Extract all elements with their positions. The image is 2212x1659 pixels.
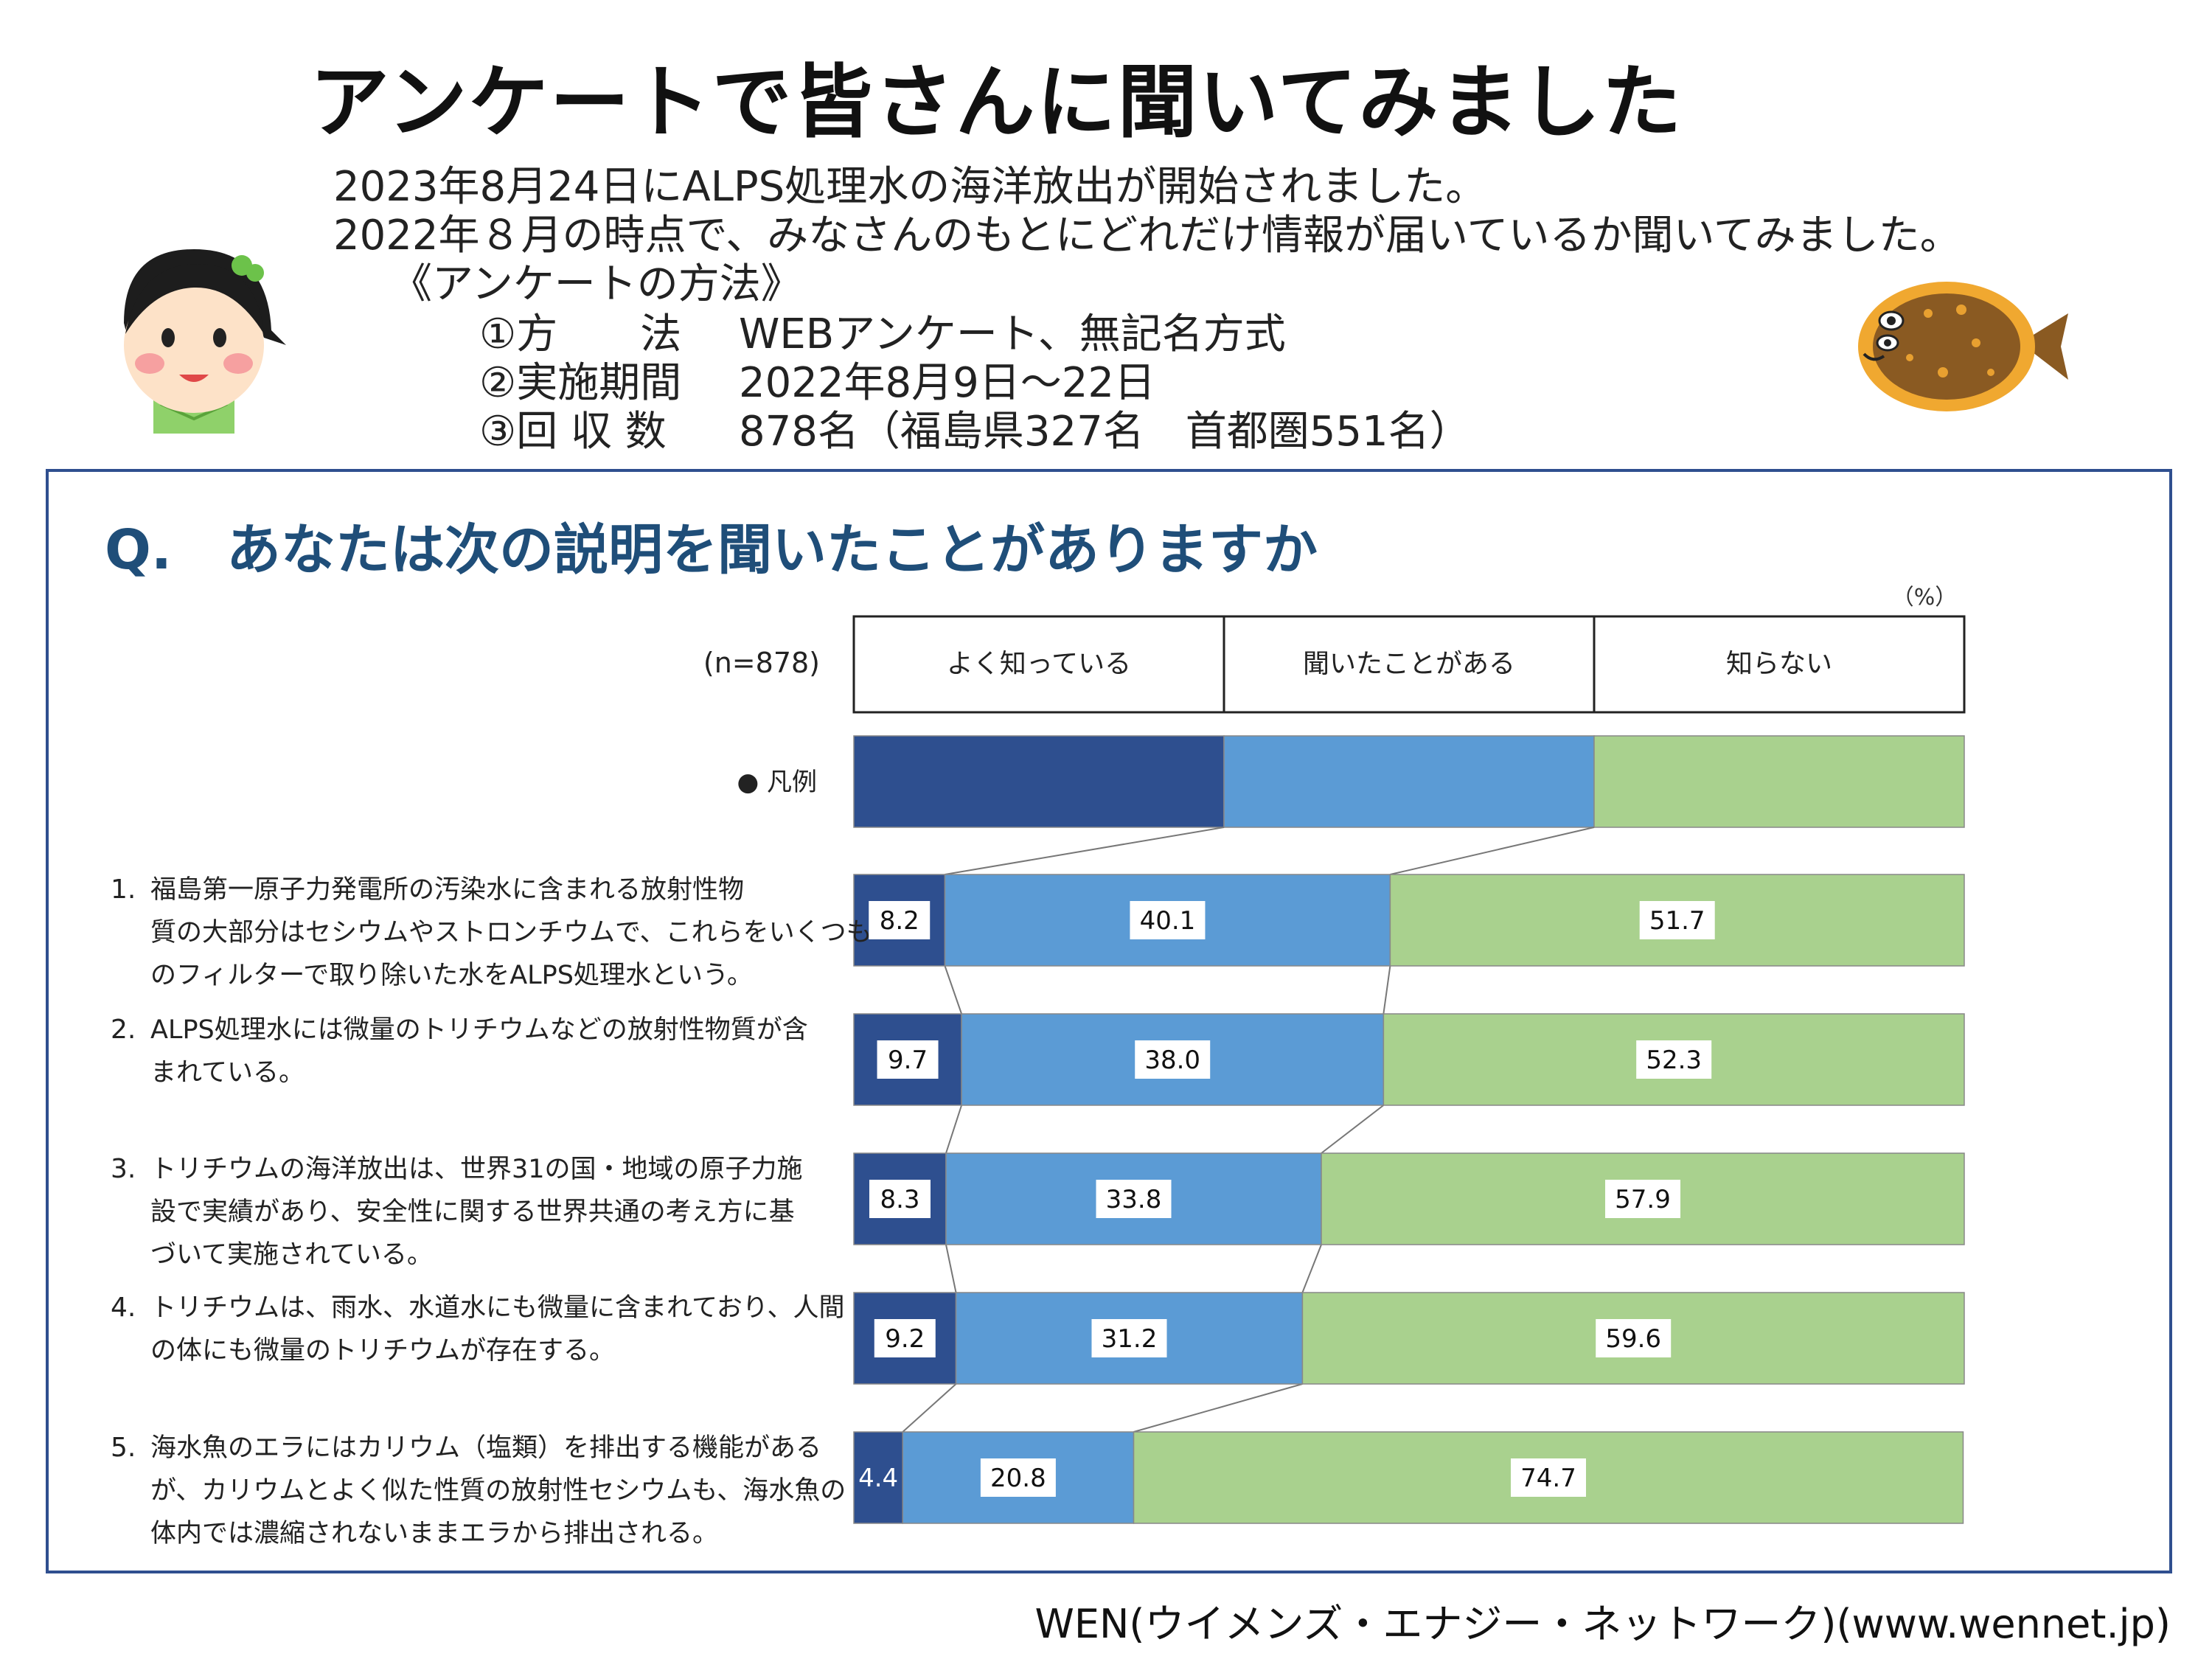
method-value-2: 2022年8月9日～22日 — [739, 359, 1156, 407]
category-number-5: 5. — [111, 1433, 136, 1463]
value-label-box — [980, 1458, 1056, 1497]
connector-line — [1301, 1244, 1322, 1293]
question-title: Q. あなたは次の説明を聞いたことがありますか — [105, 518, 1318, 582]
intro-line-1: 2023年8月24日にALPS処理水の海洋放出が開始されました。 — [333, 163, 1487, 211]
category-label-3-line-2: 設で実績があり、安全性に関する世界共通の考え方に基 — [150, 1197, 795, 1227]
value-label-box — [1511, 1458, 1587, 1497]
category-label-3-line-3: づいて実施されている。 — [150, 1240, 433, 1270]
footer-credit: WEN(ウイメンズ・エナジー・ネットワーク)(www.wennet.jp) — [1034, 1601, 2171, 1647]
category-label-1-line-1: 福島第一原子力発電所の汚染水に含まれる放射性物 — [150, 875, 744, 905]
legend-bar-3 — [1593, 735, 1965, 828]
category-label-4-line-1: トリチウムは、雨水、水道水にも微量に含まれており、人間 — [150, 1293, 845, 1323]
value-label-box — [874, 1319, 936, 1357]
category-label-5-line-2: が、カリウムとよく似た性質の放射性セシウムも、海水魚の — [150, 1476, 846, 1506]
value-label-5-1: 4.4 — [858, 1464, 898, 1493]
unit-label: （%） — [1892, 585, 1958, 611]
flatfish-illustration-icon — [1858, 282, 2068, 411]
value-label-box — [1605, 1180, 1681, 1218]
value-label-5-2: 20.8 — [990, 1464, 1046, 1493]
connector-line — [1382, 965, 1391, 1015]
value-label-2-3: 52.3 — [1646, 1046, 1702, 1075]
value-label-box — [869, 1180, 931, 1218]
value-label-box — [1091, 1319, 1167, 1357]
value-label-box — [1130, 901, 1206, 939]
method-label-2: ②実施期間 — [479, 359, 682, 407]
connector-line — [945, 1244, 957, 1293]
category-label-4-line-2: の体にも微量のトリチウムが存在する。 — [150, 1336, 615, 1366]
method-label-3: ③回 収 数 — [479, 408, 667, 456]
value-label-4-2: 31.2 — [1102, 1324, 1158, 1354]
value-label-1-1: 8.2 — [880, 906, 919, 936]
connector-line — [1321, 1105, 1384, 1154]
legend-label: ● 凡例 — [737, 768, 817, 797]
value-label-box — [1639, 901, 1715, 939]
connector-line — [902, 1383, 957, 1433]
page-title: アンケートで皆さんに聞いてみました — [310, 57, 1683, 149]
sample-size-label: (n=878) — [703, 647, 820, 679]
legend-header-box — [852, 615, 1966, 714]
legend-header-label-3: 知らない — [1726, 649, 1832, 679]
girl-illustration-icon — [124, 249, 286, 434]
legend-header-label-1: よく知っている — [947, 649, 1131, 679]
legend-bar-2 — [1223, 735, 1595, 828]
category-label-1-line-2: 質の大部分はセシウムやストロンチウムで、これらをいくつも — [150, 918, 872, 947]
method-value-3: 878名（福島県327名 首都圏551名） — [739, 408, 1471, 456]
category-label-3-line-1: トリチウムの海洋放出は、世界31の国・地域の原子力施 — [150, 1155, 803, 1184]
method-value-1: WEBアンケート、無記名方式 — [739, 310, 1286, 358]
value-label-box — [869, 901, 931, 939]
value-label-1-2: 40.1 — [1140, 906, 1196, 936]
value-label-3-1: 8.3 — [880, 1185, 919, 1214]
connector-line — [1390, 827, 1595, 875]
category-label-2-line-2: まれている。 — [150, 1058, 305, 1088]
value-label-box — [1096, 1180, 1172, 1218]
connector-line — [945, 1105, 963, 1154]
category-number-3: 3. — [111, 1154, 136, 1184]
bar-segment-5-3 — [1133, 1431, 1964, 1524]
value-label-box — [1135, 1040, 1211, 1079]
value-label-4-1: 9.2 — [885, 1324, 925, 1354]
question-panel — [46, 469, 2172, 1573]
method-heading: 《アンケートの方法》 — [391, 260, 802, 308]
value-label-3-2: 33.8 — [1106, 1185, 1162, 1214]
category-label-5-line-1: 海水魚のエラにはカリウム（塩類）を排出する機能がある — [150, 1433, 821, 1463]
category-number-1: 1. — [111, 874, 136, 905]
value-label-5-3: 74.7 — [1520, 1464, 1576, 1493]
connector-line — [1133, 1383, 1303, 1433]
value-label-box — [877, 1040, 939, 1079]
category-label-5-line-3: 体内では濃縮されないままエラから排出される。 — [150, 1519, 718, 1548]
value-label-1-3: 51.7 — [1649, 906, 1705, 936]
legend-header-label-2: 聞いたことがある — [1303, 649, 1515, 679]
value-label-2-2: 38.0 — [1144, 1046, 1200, 1075]
category-number-2: 2. — [111, 1015, 136, 1045]
value-label-box — [1596, 1319, 1672, 1357]
value-label-box — [1636, 1040, 1712, 1079]
legend-bar-1 — [853, 735, 1225, 828]
connector-line — [944, 965, 963, 1015]
value-label-2-1: 9.7 — [888, 1046, 928, 1075]
value-label-4-3: 59.6 — [1605, 1324, 1661, 1354]
connector-line — [945, 827, 1225, 875]
category-label-2-line-1: ALPS処理水には微量のトリチウムなどの放射性物質が含 — [150, 1015, 808, 1045]
category-label-1-line-3: のフィルターで取り除いた水をALPS処理水という。 — [150, 961, 753, 990]
value-label-3-3: 57.9 — [1615, 1185, 1671, 1214]
method-label-1: ①方 法 — [479, 310, 682, 358]
category-number-4: 4. — [111, 1293, 136, 1323]
intro-line-2: 2022年８月の時点で、みなさんのもとにどれだけ情報が届いているか聞いてみました… — [333, 212, 1961, 260]
